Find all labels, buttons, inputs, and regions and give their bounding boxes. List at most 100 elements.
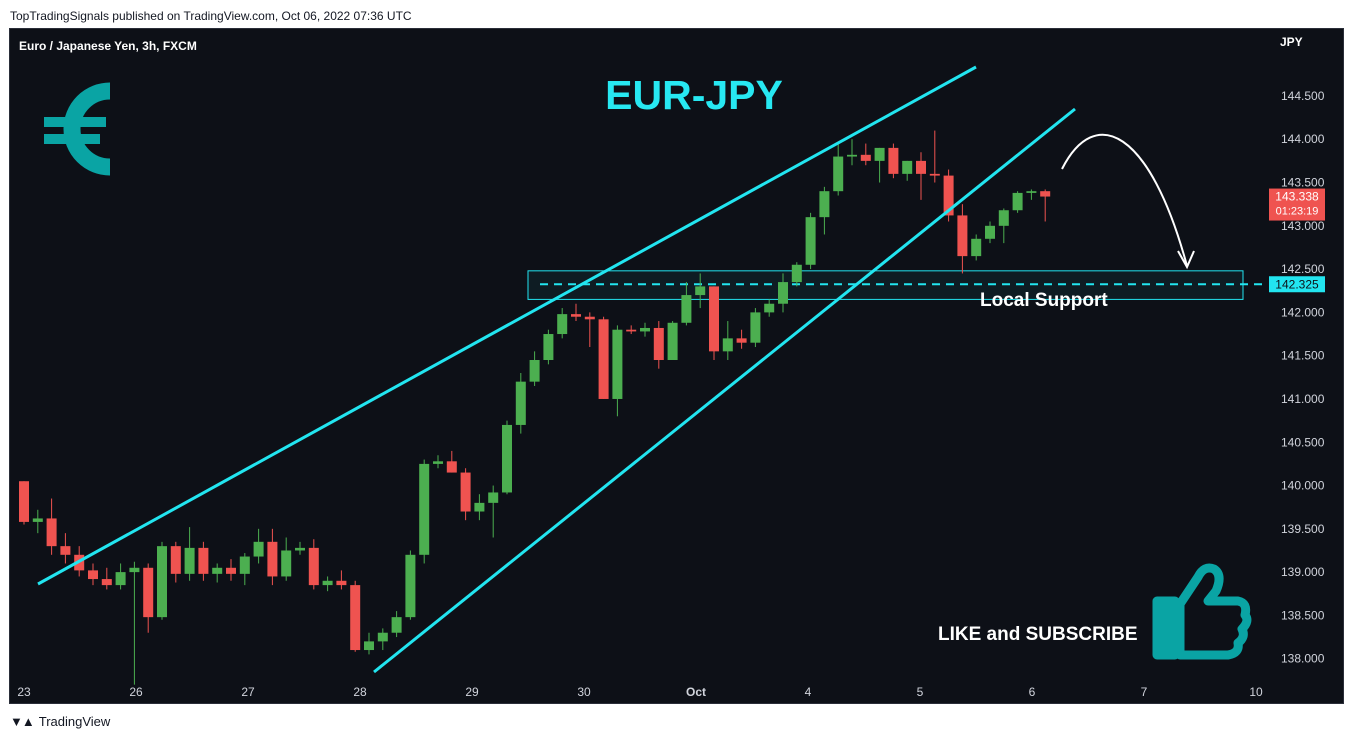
candle-up	[433, 461, 443, 464]
time-tick: 23	[17, 685, 31, 699]
candle-down	[571, 314, 581, 317]
candle-down	[350, 585, 361, 651]
price-tick: 142.500	[1281, 262, 1325, 276]
price-tick: 139.500	[1281, 522, 1325, 536]
candle-up	[847, 154, 857, 157]
channel-lower-line[interactable]	[373, 107, 1076, 674]
candle-down	[860, 154, 871, 161]
price-tick: 143.500	[1281, 176, 1325, 190]
candle-down	[916, 160, 926, 174]
candle-up	[391, 617, 402, 633]
time-tick: 10	[1249, 685, 1263, 699]
candle-down	[460, 472, 471, 512]
candle-down	[943, 175, 954, 216]
candle-up	[612, 329, 623, 399]
candle-up	[640, 327, 650, 332]
last-price-tag: 143.338 01:23:19	[1269, 188, 1325, 221]
candle-up	[364, 641, 374, 651]
candle-up	[281, 550, 292, 577]
candle-down	[226, 567, 236, 574]
candle-up	[557, 314, 568, 335]
time-tick: 30	[577, 685, 591, 699]
candle-down	[60, 546, 71, 555]
support-label: Local Support	[980, 290, 1108, 311]
candle-up	[791, 264, 802, 283]
candle-up	[1026, 191, 1037, 193]
symbol-label: Euro / Japanese Yen, 3h, FXCM	[19, 39, 197, 53]
chart-title: EUR-JPY	[605, 72, 783, 118]
candle-down	[46, 518, 57, 547]
time-tick: 28	[353, 685, 367, 699]
candle-up	[405, 554, 416, 618]
price-tick: 138.500	[1281, 608, 1325, 622]
candle-down	[198, 547, 209, 574]
candlestick-chart[interactable]: Euro / Japanese Yen, 3h, FXCM JPY EUR-JP…	[10, 29, 1343, 703]
candle-up	[695, 286, 706, 296]
price-tick: 140.000	[1281, 479, 1325, 493]
candle-down	[19, 481, 29, 522]
price-tick: 144.000	[1281, 132, 1325, 146]
candle-up	[819, 191, 830, 218]
support-price-value: 142.325	[1275, 277, 1319, 291]
support-price-tag: 142.325	[1269, 276, 1325, 293]
time-tick: 4	[805, 685, 812, 699]
candle-up	[529, 360, 540, 382]
candle-up	[764, 303, 775, 313]
tradingview-logo-icon: ▼▲	[10, 714, 35, 729]
candle-down	[88, 570, 98, 580]
candle-up	[239, 556, 250, 574]
candle-up	[515, 381, 526, 425]
last-price-value: 143.338	[1275, 190, 1319, 204]
price-tick: 140.500	[1281, 435, 1325, 449]
candle-down	[736, 338, 747, 343]
time-tick: 26	[129, 685, 143, 699]
price-tick: 141.000	[1281, 392, 1325, 406]
time-tick: 7	[1141, 685, 1148, 699]
price-tick: 143.000	[1281, 219, 1325, 233]
candle-up	[833, 156, 844, 192]
candle-up	[722, 338, 733, 352]
candle-up	[681, 295, 692, 323]
brand-name: TradingView	[38, 714, 111, 729]
candle-up	[667, 322, 678, 361]
time-tick: Oct	[686, 685, 706, 699]
candle-up	[129, 567, 140, 573]
candle-up	[474, 502, 485, 512]
candle-down	[626, 329, 637, 332]
candle-up	[874, 147, 885, 161]
countdown-value: 01:23:19	[1276, 206, 1319, 218]
candles-layer	[19, 130, 1051, 685]
candle-up	[778, 282, 788, 304]
candle-down	[957, 215, 968, 257]
candle-up	[253, 541, 264, 557]
projection-arrow	[1061, 133, 1195, 270]
candle-down	[1040, 191, 1051, 197]
channel-upper-line[interactable]	[37, 65, 977, 586]
chart-panel[interactable]: Euro / Japanese Yen, 3h, FXCM JPY EUR-JP…	[9, 28, 1344, 704]
candle-down	[709, 286, 719, 352]
candle-up	[1012, 192, 1023, 211]
tradingview-logo[interactable]: ▼▲ TradingView	[10, 714, 110, 729]
candle-down	[308, 547, 319, 586]
candle-down	[101, 579, 112, 586]
candle-up	[502, 424, 512, 493]
time-tick: 27	[241, 685, 255, 699]
price-tick: 139.000	[1281, 565, 1325, 579]
candle-up	[750, 312, 761, 343]
candle-up	[184, 547, 195, 574]
candle-up	[902, 160, 913, 174]
time-tick: 29	[465, 685, 479, 699]
candle-up	[998, 210, 1009, 226]
thumbs-up-icon	[1152, 563, 1252, 660]
time-axis[interactable]: 23 26 27 28 29 30 Oct 4 5 6 7 10	[17, 685, 1263, 699]
currency-label: JPY	[1280, 35, 1303, 49]
candle-up	[377, 632, 388, 642]
candle-down	[446, 461, 457, 473]
support-zone[interactable]	[527, 270, 1244, 300]
candle-up	[419, 463, 430, 555]
candle-down	[653, 327, 664, 361]
candle-up	[157, 546, 167, 618]
price-axis[interactable]: 144.500 144.000 143.500 143.000 142.500 142.0…	[1281, 89, 1325, 666]
candle-down	[598, 319, 609, 399]
price-tick: 142.000	[1281, 305, 1325, 319]
